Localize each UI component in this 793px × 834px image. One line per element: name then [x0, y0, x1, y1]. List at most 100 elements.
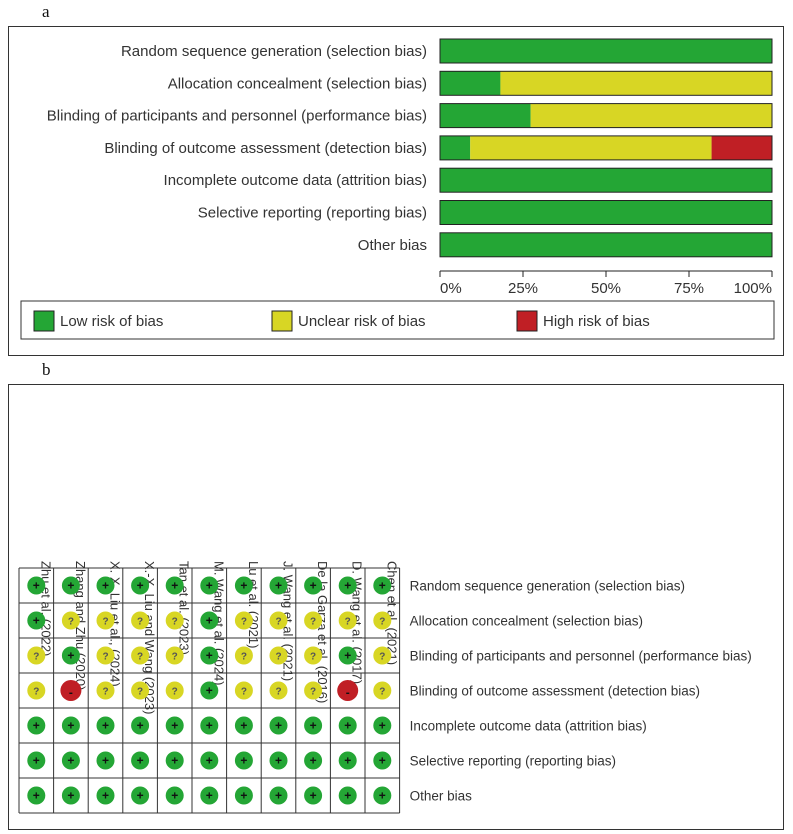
judgement-low-icon	[131, 716, 150, 735]
judgement-symbol: +	[240, 789, 247, 803]
legend-swatch-unclear	[271, 310, 293, 332]
judgement-symbol: +	[344, 789, 351, 803]
category-label: Selective reporting (reporting bias)	[198, 205, 427, 222]
judgement-symbol: +	[67, 754, 74, 768]
bar-segment-low	[440, 168, 772, 193]
judgement-symbol: ?	[379, 652, 385, 663]
judgement-symbol: +	[275, 789, 282, 803]
judgement-low-icon	[200, 611, 219, 630]
risk-of-bias-summary-svg: Zhu et al. (2022) Zhang and Zhu (2020) X. …	[18, 561, 752, 814]
judgement-unclear-icon	[373, 646, 392, 665]
judgement-symbol: +	[171, 754, 178, 768]
judgement-unclear-icon	[304, 681, 323, 700]
judgement-symbol: +	[344, 754, 351, 768]
judgement-unclear-icon	[165, 646, 184, 665]
bar-segment-high	[711, 135, 772, 160]
judgement-symbol: +	[206, 754, 213, 768]
judgement-unclear-icon	[373, 611, 392, 630]
judgement-low-icon	[96, 576, 115, 595]
judgement-unclear-icon	[131, 611, 150, 630]
judgement-symbol: ?	[241, 687, 247, 698]
judgement-low-icon	[27, 576, 46, 595]
judgement-low-icon	[27, 716, 46, 735]
judgement-symbol: +	[102, 754, 109, 768]
judgement-low-icon	[27, 751, 46, 770]
judgement-low-icon	[234, 716, 253, 735]
domain-label: Blinding of outcome assessment (detectio…	[410, 684, 700, 699]
judgement-low-icon	[61, 786, 80, 805]
judgement-low-icon	[304, 576, 323, 595]
legend-swatch-low	[33, 310, 55, 332]
judgement-low-icon	[61, 646, 80, 665]
judgement-low-icon	[269, 716, 288, 735]
judgement-symbol: +	[206, 684, 213, 698]
judgement-symbol: ?	[379, 617, 385, 628]
bar-outline	[439, 200, 773, 225]
judgement-symbol: +	[137, 789, 144, 803]
judgement-symbol: ?	[137, 687, 143, 698]
judgement-unclear-icon	[338, 611, 357, 630]
study-label: Tan et al. (2023)	[177, 561, 192, 655]
bar-segment-unclear	[500, 71, 772, 96]
judgement-unclear-icon	[304, 611, 323, 630]
judgement-unclear-icon	[234, 646, 253, 665]
judgement-low-icon	[27, 611, 46, 630]
bar-outline	[439, 232, 773, 258]
judgement-low-icon	[269, 576, 288, 595]
judgement-symbol: -	[346, 686, 350, 700]
judgement-high-icon	[337, 680, 359, 701]
judgement-symbol: -	[69, 686, 73, 700]
judgement-symbol: +	[379, 719, 386, 733]
category-label: Blinding of participants and personnel (…	[47, 108, 427, 125]
category-label: Other bias	[358, 237, 427, 254]
judgement-low-icon	[373, 786, 392, 805]
judgement-symbol: +	[67, 719, 74, 733]
judgement-symbol: ?	[241, 617, 247, 628]
judgement-low-icon	[200, 786, 219, 805]
judgement-symbol: +	[67, 789, 74, 803]
judgement-unclear-icon	[165, 611, 184, 630]
judgement-unclear-icon	[96, 681, 115, 700]
judgement-symbol: +	[310, 754, 317, 768]
judgement-low-icon	[61, 576, 80, 595]
judgement-symbol: ?	[275, 687, 281, 698]
judgement-symbol: ?	[33, 687, 39, 698]
judgement-unclear-icon	[61, 611, 80, 630]
risk-of-bias-summary: Zhu et al. (2022) Zhang and Zhu (2020) X. …	[8, 384, 784, 830]
x-tick-label: 0%	[440, 280, 462, 297]
judgement-symbol: +	[310, 719, 317, 733]
judgement-unclear-icon	[27, 681, 46, 700]
legend-box	[20, 300, 775, 340]
judgement-symbol: ?	[310, 617, 316, 628]
domain-label: Allocation concealment (selection bias)	[410, 614, 643, 629]
judgement-symbol: ?	[137, 652, 143, 663]
judgement-symbol: +	[206, 789, 213, 803]
bar-outline	[439, 167, 773, 193]
judgement-low-icon	[61, 751, 80, 770]
judgement-low-icon	[165, 716, 184, 735]
judgement-symbol: ?	[310, 687, 316, 698]
category-label: Blinding of outcome assessment (detectio…	[104, 140, 427, 157]
bar-outline	[439, 70, 773, 96]
judgement-high-icon	[60, 680, 82, 701]
category-label: Random sequence generation (selection bi…	[121, 43, 427, 60]
judgement-low-icon	[234, 576, 253, 595]
judgement-low-icon	[96, 716, 115, 735]
judgement-unclear-icon	[269, 611, 288, 630]
judgement-symbol: ?	[172, 652, 178, 663]
judgement-symbol: ?	[310, 652, 316, 663]
judgement-unclear-icon	[304, 646, 323, 665]
judgement-symbol: +	[171, 719, 178, 733]
x-tick-label: 100%	[734, 280, 772, 297]
judgement-symbol: +	[275, 719, 282, 733]
judgement-symbol: +	[206, 719, 213, 733]
study-label: Zhu et al. (2022)	[38, 561, 53, 656]
judgement-low-icon	[27, 786, 46, 805]
judgement-unclear-icon	[234, 611, 253, 630]
judgement-symbol: ?	[68, 617, 74, 628]
category-label: Allocation concealment (selection bias)	[168, 75, 427, 92]
bar-outline	[439, 38, 773, 64]
judgement-symbol: +	[171, 789, 178, 803]
judgement-unclear-icon	[269, 646, 288, 665]
judgement-unclear-icon	[96, 646, 115, 665]
